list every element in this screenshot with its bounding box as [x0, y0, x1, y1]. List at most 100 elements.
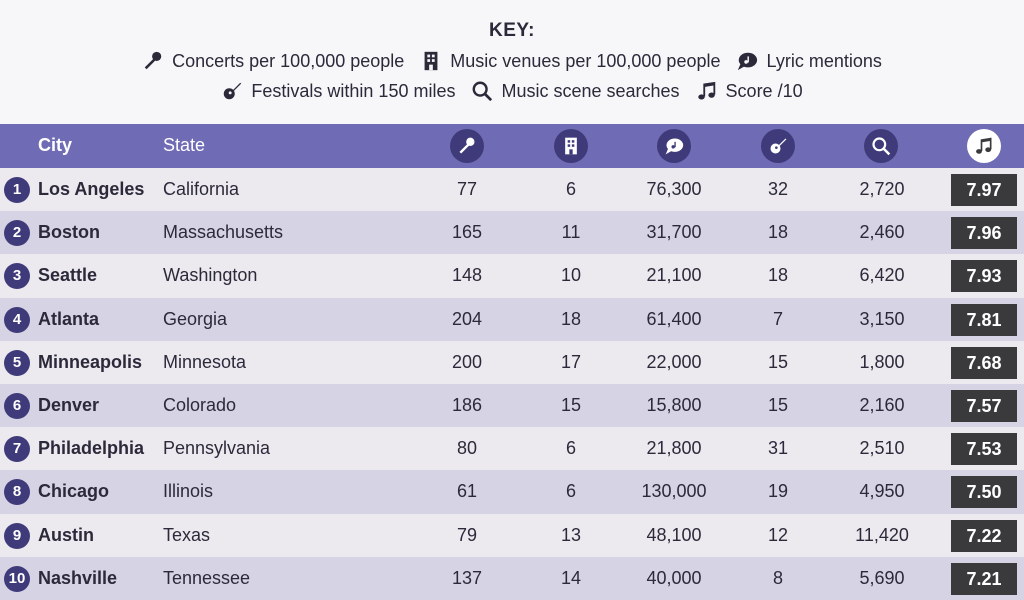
score-value: 7.57: [951, 390, 1017, 422]
concerts-value: 204: [451, 308, 483, 329]
score-value: 7.96: [951, 217, 1017, 250]
guitar-icon: [770, 138, 787, 154]
city-name: Nashville: [38, 567, 118, 588]
key-label-lyrics: Lyric mentions: [766, 50, 882, 71]
festivals-value: 15: [767, 395, 789, 415]
festivals-value: 12: [767, 524, 789, 545]
concerts-value: 200: [451, 351, 483, 372]
key-label-score: Score /10: [725, 80, 803, 101]
key-title: KEY:: [489, 20, 535, 41]
table-row: 4 Atlanta Georgia 204 18 61,400 7 3,150 7.81: [0, 297, 1024, 341]
score-value: 7.53: [951, 433, 1017, 466]
key-label-concerts: Concerts per 100,000 people: [172, 50, 405, 71]
rank-badge: 9: [4, 522, 30, 549]
header-score: [967, 129, 1001, 163]
searches-value: 2,460: [859, 222, 905, 243]
key-item-lyrics: Lyric mentions: [736, 50, 882, 72]
city-name: Los Angeles: [38, 179, 145, 199]
table-row: 10 Nashville Tennessee 137 14 40,000 8 5,690 7.2…: [0, 556, 1024, 600]
key-label-festivals: Festivals within 150 miles: [251, 80, 456, 101]
score-value: 7.50: [951, 476, 1017, 509]
rank-badge: 5: [4, 349, 30, 376]
searches-value: 2,160: [859, 395, 905, 415]
table-row: 1 Los Angeles California 77 6 76,300 32 2,720 7.…: [0, 168, 1024, 212]
city-name: Minneapolis: [38, 351, 143, 372]
festivals-value: 18: [767, 265, 789, 286]
searches-value: 11,420: [855, 524, 909, 545]
state-name: Minnesota: [163, 351, 247, 372]
festivals-value: 31: [767, 438, 789, 459]
festivals-value: 19: [767, 481, 789, 502]
concerts-value: 186: [451, 395, 483, 415]
venues-value: 15: [560, 395, 582, 415]
state-name: California: [163, 179, 240, 199]
rank-badge: 10: [4, 565, 30, 592]
header-venues: [554, 129, 588, 163]
rank-badge: 1: [4, 177, 30, 203]
score-value: 7.97: [951, 174, 1017, 206]
concerts-value: 77: [456, 179, 478, 199]
speech-bubble-icon: [665, 138, 684, 155]
rank-badge: 4: [4, 306, 30, 333]
state-name: Massachusetts: [163, 222, 284, 243]
header-searches: [864, 129, 898, 163]
searches-value: 3,150: [859, 308, 905, 329]
key-item-venues: Music venues per 100,000 people: [420, 50, 720, 72]
score-value: 7.93: [951, 260, 1017, 293]
venues-value: 10: [560, 265, 582, 286]
state-name: Colorado: [163, 395, 237, 415]
searches-value: 1,800: [859, 351, 905, 372]
festivals-value: 8: [772, 567, 783, 588]
state-name: Washington: [163, 265, 258, 286]
table-row: 8 Chicago Illinois 61 6 130,000 19 4,950 7.50: [0, 470, 1024, 514]
state-name: Texas: [163, 524, 211, 545]
concerts-value: 61: [456, 481, 478, 502]
lyrics-value: 21,800: [646, 438, 702, 459]
key-item-score: Score /10: [696, 80, 803, 102]
header-concerts: [450, 129, 484, 163]
lyrics-value: 31,700: [646, 222, 702, 243]
table-row: 9 Austin Texas 79 13 48,100 12 11,420 7.22: [0, 513, 1024, 557]
rank-badge: 2: [4, 220, 30, 247]
city-name: Boston: [38, 222, 100, 243]
table-row: 3 Seattle Washington 148 10 21,100 18 6,420 7.93: [0, 254, 1024, 298]
state-name: Pennsylvania: [163, 438, 271, 459]
venues-value: 11: [561, 222, 581, 243]
building-icon: [424, 51, 438, 71]
table-row: 6 Denver Colorado 186 15 15,800 15 2,160 7.57: [0, 384, 1024, 428]
score-value: 7.21: [951, 562, 1017, 595]
rank-badge: 7: [4, 436, 30, 463]
concerts-value: 148: [451, 265, 483, 286]
lyrics-value: 130,000: [641, 481, 707, 502]
city-name: Chicago: [38, 481, 110, 502]
concerts-value: 165: [451, 222, 483, 243]
score-value: 7.68: [951, 346, 1017, 379]
rank-badge: 3: [4, 263, 30, 290]
header-city: City: [38, 135, 73, 155]
lyrics-value: 40,000: [646, 567, 702, 588]
city-name: Denver: [38, 395, 100, 415]
city-name: Austin: [38, 524, 94, 545]
key-legend: KEY: Concerts per 100,000 people Music v…: [0, 0, 1024, 124]
city-name: Seattle: [38, 265, 98, 286]
key-line-2: Festivals within 150 miles Music scene s…: [0, 80, 1024, 102]
lyrics-value: 76,300: [646, 179, 702, 199]
state-name: Illinois: [163, 481, 214, 502]
rank-badge: 6: [4, 393, 30, 419]
rank-badge: 8: [4, 479, 30, 506]
score-value: 7.22: [951, 519, 1017, 552]
key-item-concerts: Concerts per 100,000 people: [142, 50, 404, 72]
festivals-value: 7: [772, 308, 783, 329]
venues-value: 6: [565, 438, 576, 459]
speech-bubble-icon: [738, 52, 758, 71]
key-item-festivals: Festivals within 150 miles: [221, 80, 455, 102]
building-icon: [565, 137, 577, 155]
festivals-value: 18: [767, 222, 789, 243]
search-icon: [473, 81, 493, 102]
city-name: Philadelphia: [38, 438, 145, 459]
key-line-1: Concerts per 100,000 people Music venues…: [0, 50, 1024, 72]
music-note-icon: [976, 137, 992, 154]
lyrics-value: 15,800: [646, 395, 702, 415]
lyrics-value: 48,100: [646, 524, 702, 545]
rankings-table: City State 1 Los Angeles California 77 6 76,3…: [0, 124, 1024, 600]
